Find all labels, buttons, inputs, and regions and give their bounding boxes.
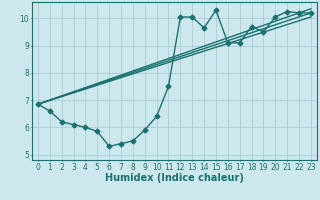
X-axis label: Humidex (Indice chaleur): Humidex (Indice chaleur) [105,173,244,183]
